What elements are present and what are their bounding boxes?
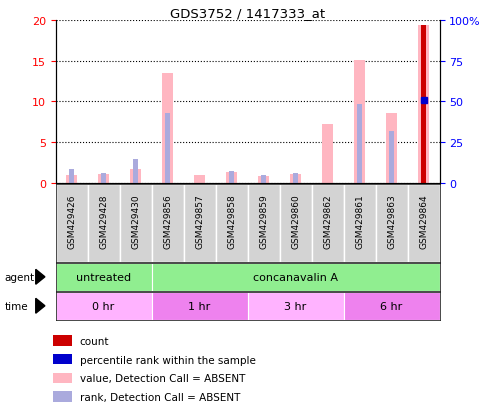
Bar [152, 185, 184, 262]
Text: GSM429862: GSM429862 [323, 194, 332, 249]
Text: GSM429856: GSM429856 [163, 194, 172, 249]
Text: GSM429857: GSM429857 [195, 194, 204, 249]
Text: 0 hr: 0 hr [92, 301, 114, 311]
Text: GSM429426: GSM429426 [67, 194, 76, 248]
Text: GSM429430: GSM429430 [131, 194, 140, 249]
Bar [280, 185, 312, 262]
Bar [133, 159, 139, 184]
Bar [56, 185, 87, 262]
Bar [56, 292, 152, 320]
Bar [100, 173, 106, 184]
Text: GSM429860: GSM429860 [291, 194, 300, 249]
Bar [98, 175, 109, 184]
Bar [322, 124, 333, 184]
Text: count: count [80, 336, 109, 346]
Bar [184, 185, 215, 262]
Polygon shape [36, 299, 45, 313]
Bar [290, 175, 301, 184]
Bar [53, 392, 72, 401]
Text: time: time [5, 301, 28, 311]
Bar [152, 292, 248, 320]
Text: GSM429859: GSM429859 [259, 194, 268, 249]
Text: GSM429858: GSM429858 [227, 194, 236, 249]
Bar [389, 132, 395, 184]
Bar [226, 172, 237, 184]
Bar [194, 176, 205, 184]
Title: GDS3752 / 1417333_at: GDS3752 / 1417333_at [170, 7, 325, 19]
Bar [53, 335, 72, 346]
Text: GSM429863: GSM429863 [387, 194, 396, 249]
Bar [152, 263, 440, 291]
Text: GSM429861: GSM429861 [355, 194, 364, 249]
Polygon shape [36, 270, 45, 285]
Text: percentile rank within the sample: percentile rank within the sample [80, 355, 256, 365]
Bar [421, 26, 426, 184]
Bar [293, 174, 298, 184]
Bar [343, 292, 440, 320]
Bar [215, 185, 248, 262]
Bar [162, 74, 173, 184]
Bar [228, 171, 234, 184]
Bar [418, 26, 429, 184]
Bar [53, 373, 72, 383]
Text: value, Detection Call = ABSENT: value, Detection Call = ABSENT [80, 373, 245, 383]
Bar [248, 185, 280, 262]
Bar [248, 292, 343, 320]
Bar [258, 176, 269, 184]
Text: agent: agent [5, 272, 35, 282]
Text: untreated: untreated [76, 272, 131, 282]
Text: GSM429428: GSM429428 [99, 194, 108, 248]
Bar [356, 104, 362, 184]
Text: 1 hr: 1 hr [188, 301, 211, 311]
Bar [53, 354, 72, 364]
Bar [87, 185, 120, 262]
Bar [165, 114, 170, 184]
Text: concanavalin A: concanavalin A [253, 272, 338, 282]
Bar [408, 185, 440, 262]
Text: 3 hr: 3 hr [284, 301, 307, 311]
Text: rank, Detection Call = ABSENT: rank, Detection Call = ABSENT [80, 392, 240, 402]
Bar [354, 61, 365, 184]
Bar [56, 263, 152, 291]
Text: 6 hr: 6 hr [381, 301, 403, 311]
Bar [66, 176, 77, 184]
Bar [261, 176, 267, 184]
Bar [376, 185, 408, 262]
Bar [343, 185, 376, 262]
Bar [120, 185, 152, 262]
Bar [312, 185, 343, 262]
Bar [69, 169, 74, 184]
Bar [130, 170, 141, 184]
Bar [386, 114, 397, 184]
Text: GSM429864: GSM429864 [419, 194, 428, 249]
